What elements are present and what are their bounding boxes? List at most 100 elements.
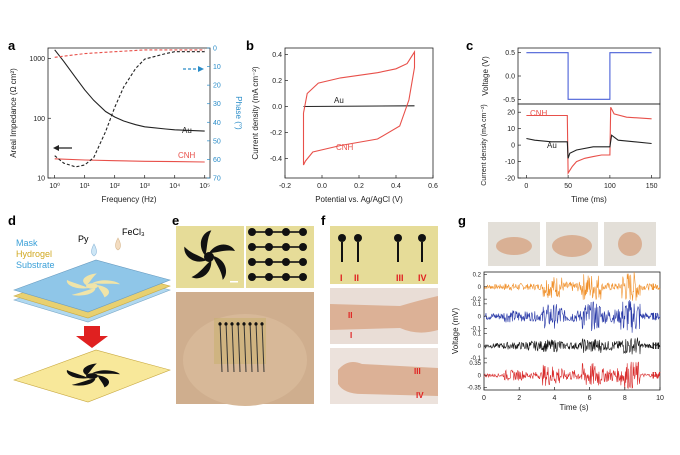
e-electrode-trace (269, 276, 286, 278)
g-series-iii (483, 337, 661, 355)
c-x-tick-label: 150 (646, 183, 658, 190)
a-label-au: Au (182, 126, 192, 135)
d-label-py: Py (78, 234, 89, 244)
plot-frame-a (47, 47, 211, 179)
g-hand-2 (552, 235, 592, 257)
plot-frame-c-bottom (517, 103, 661, 179)
a-y2-tick-label: 10 (213, 64, 221, 71)
e-electrode-trace (286, 246, 303, 248)
a-right-arrow (183, 66, 204, 72)
e-electrode-trace (252, 246, 269, 248)
b-label-au: Au (334, 96, 344, 105)
e-electrode-dot (299, 258, 307, 266)
a-y-tick-label: 100 (33, 116, 45, 123)
f-arm-top-label-1: II (348, 311, 352, 320)
a-y2-tick-label: 30 (213, 101, 221, 108)
c-series-au (526, 134, 652, 159)
e-electrode-pad (260, 322, 264, 326)
g-series-label: III (652, 341, 660, 351)
e-electrode-trace (252, 261, 269, 263)
e-electrode-trace (286, 276, 303, 278)
b-x-tick-label: -0.2 (279, 183, 291, 190)
g-series: I 0.2 0 -0.2 II 0.1 0 -0.1 III 0.1 0 -0.1 IV 0.35 0 -0.… (467, 271, 661, 392)
g-y-tick-label: 0.1 (473, 331, 482, 337)
f-electrode-pad (338, 234, 346, 242)
g-y-tick-label: 0 (478, 285, 482, 291)
c-series (526, 52, 652, 175)
g-y-tick-label: 0 (478, 314, 482, 320)
a-x-tick-label: 10⁵ (199, 183, 210, 190)
f-electrode-stem (397, 242, 399, 262)
g-series-ii (483, 299, 661, 333)
panel-a: a 10 100 1000 0 10 20 30 40 50 60 70 10⁰ 10¹ 10² 10³… (8, 38, 243, 204)
e-electrode-dot (299, 273, 307, 281)
f-electrode-label-1: I (340, 273, 343, 283)
g-y-tick-label: 0 (478, 373, 482, 379)
f-electrode-pad (394, 234, 402, 242)
c-top-y-ticks: 0.5 0.0 -0.5 (503, 50, 521, 104)
c-x-tick-label: 0 (524, 183, 528, 190)
a-x-tick-label: 10⁰ (49, 182, 60, 190)
f-electrode-stem (341, 242, 343, 262)
e-electrode-pad (236, 322, 240, 326)
b-y-tick-label: 0.4 (272, 52, 282, 59)
result-pattern (66, 363, 120, 388)
plot-frame-g (483, 271, 661, 391)
c-label-au: Au (547, 141, 557, 150)
panel-letter-d: d (8, 213, 16, 228)
e-electrode-line (237, 321, 241, 373)
e-flower-electrode (184, 230, 235, 280)
b-y-tick-label: 0.0 (272, 104, 282, 111)
f-arm-top-label-2: I (350, 331, 352, 340)
e-electrode-pad (230, 322, 234, 326)
a-series-cnh-impedance (54, 158, 205, 163)
g-series-i (483, 271, 661, 301)
f-arm-bottom-label-1: III (414, 367, 421, 376)
f-arm-bottom-skin (338, 362, 438, 396)
b-y-ticks: -0.4 -0.2 0.0 0.2 0.4 (270, 52, 288, 163)
d-label-substrate: Substrate (16, 260, 55, 270)
b-x-tick-label: 0.2 (354, 183, 364, 190)
g-y-tick-label: -0.1 (471, 356, 482, 362)
a-label-cnh: CNH (178, 151, 196, 160)
a-y-ticks: 10 100 1000 (29, 56, 51, 183)
c-series-cnh (526, 107, 652, 175)
g-x-tick-label: 6 (588, 395, 592, 402)
e-electrode-pad (242, 322, 246, 326)
d-label-hydrogel: Hydrogel (16, 249, 52, 259)
a-series-cnh-phase (54, 49, 205, 58)
e-electrode-trace (286, 231, 303, 233)
process-arrow-icon (76, 326, 108, 348)
f-electrode-pad (418, 234, 426, 242)
b-y-tick-label: 0.2 (272, 78, 282, 85)
e-electrode-dot (299, 243, 307, 251)
f-arm-top-skin (330, 296, 438, 333)
g-y-tick-label: 0 (478, 344, 482, 350)
e-electrode-pad (224, 322, 228, 326)
a-series-au-phase (54, 51, 205, 168)
b-series (302, 50, 416, 166)
b-x-tick-label: 0.4 (391, 183, 401, 190)
panel-g: g I0.20-0.2II0.10-0.1III0.10-0.1IV0.350-… (451, 213, 664, 412)
b-label-cnh: CNH (336, 143, 354, 152)
a-y-tick-label: 1000 (29, 56, 45, 63)
e-electrode-trace (286, 261, 303, 263)
g-x-tick-label: 0 (482, 395, 486, 402)
g-y-tick-label: 0.35 (469, 361, 481, 367)
g-y-tick-label: -0.1 (471, 327, 482, 333)
a-x-tick-label: 10³ (140, 183, 151, 190)
g-x-ticks: 0 2 4 6 8 10 (482, 387, 664, 402)
b-series-au (303, 105, 415, 108)
a-y2-tick-label: 40 (213, 120, 221, 127)
c-label-cnh: CNH (530, 109, 548, 118)
b-series-cnh (302, 50, 416, 166)
g-series-label: I (652, 282, 655, 292)
c-series-voltage (526, 52, 652, 100)
c-top-y-tick-label: 0.0 (505, 74, 515, 81)
c-bottom-y-tick-label: -10 (505, 159, 515, 166)
c-x-ticks: 0 50 100 150 (524, 175, 658, 190)
f-electrode-stem (421, 242, 423, 262)
g-series-iv (483, 361, 661, 390)
panel-b: b -0.4 -0.2 0.0 0.2 0.4 -0.2 0.0 0.2 0.4 0.6 Pot… (246, 38, 438, 204)
